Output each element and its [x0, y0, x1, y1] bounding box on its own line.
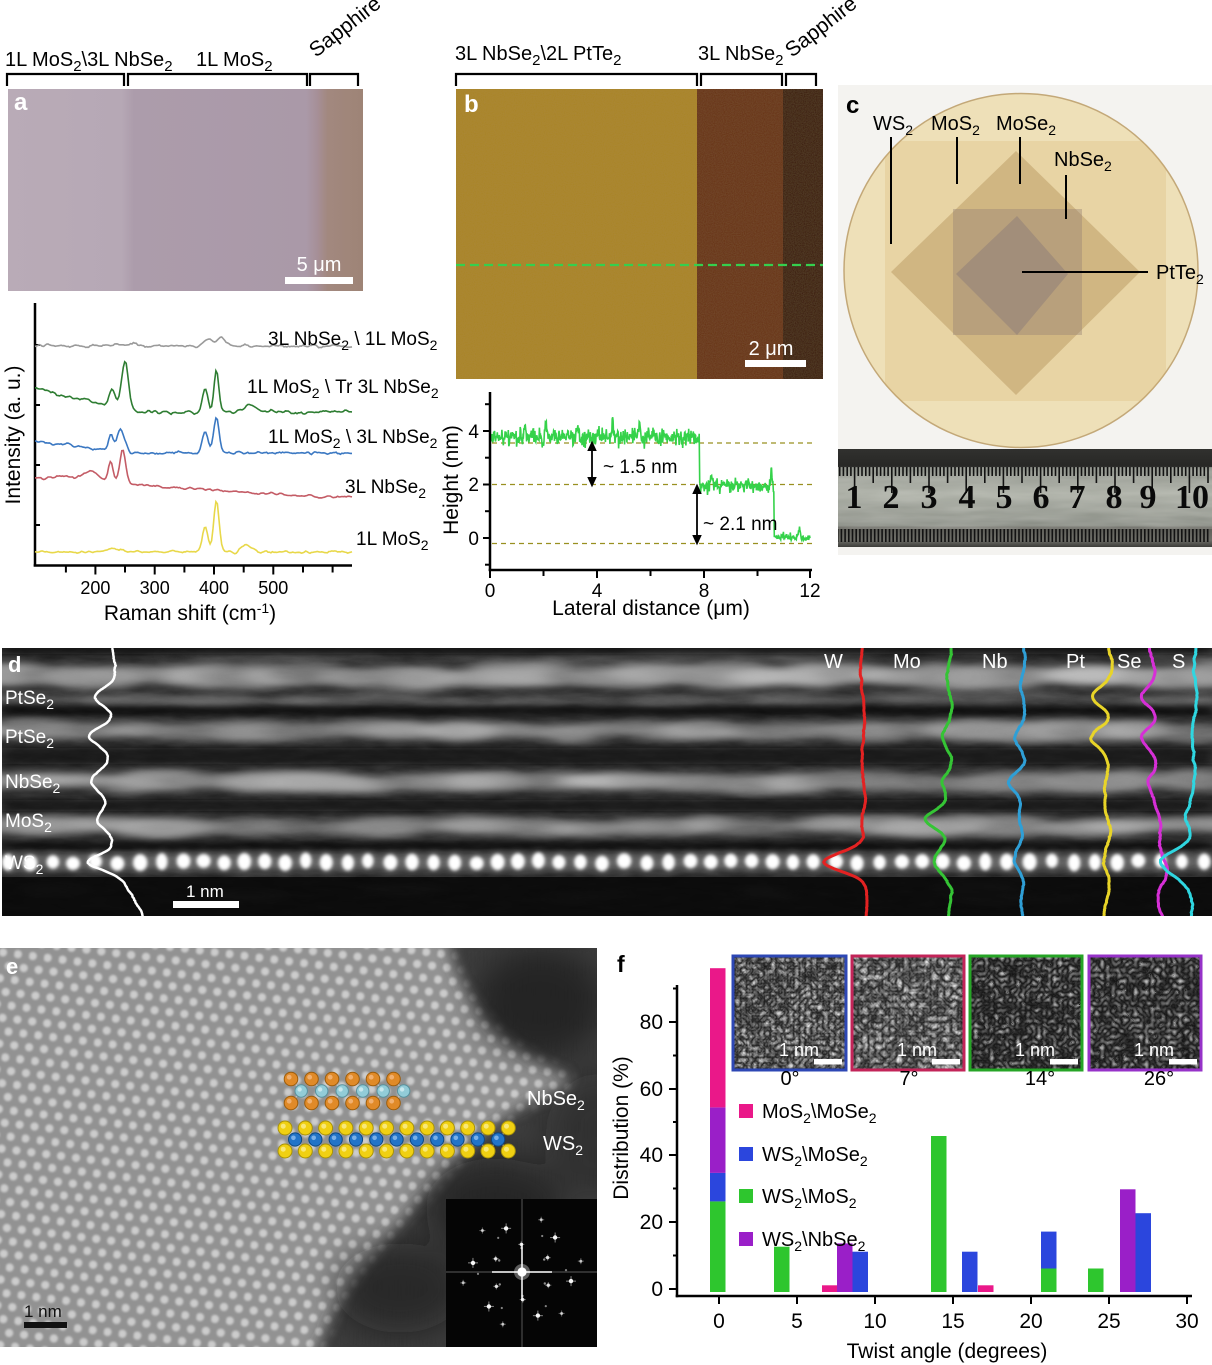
- svg-text:500: 500: [258, 578, 288, 598]
- svg-text:~ 2.1 nm: ~ 2.1 nm: [703, 514, 777, 535]
- svg-text:80: 80: [640, 1011, 663, 1034]
- svg-text:MoSe2: MoSe2: [996, 113, 1056, 138]
- svg-text:PtTe2: PtTe2: [1156, 262, 1204, 287]
- svg-text:NbSe2: NbSe2: [1054, 149, 1112, 174]
- svg-text:3L NbSe2: 3L NbSe2: [698, 43, 783, 69]
- svg-text:10: 10: [863, 1310, 886, 1333]
- svg-text:5 μm: 5 μm: [297, 254, 342, 276]
- svg-text:7: 7: [1069, 479, 1086, 516]
- svg-text:1 nm: 1 nm: [1015, 1040, 1055, 1060]
- svg-text:PtSe2: PtSe2: [5, 688, 54, 712]
- svg-text:15: 15: [941, 1310, 964, 1333]
- svg-text:8: 8: [1106, 479, 1123, 516]
- svg-text:Mo: Mo: [893, 651, 921, 673]
- svg-text:b: b: [464, 91, 479, 118]
- svg-text:NbSe2: NbSe2: [5, 772, 61, 796]
- svg-text:400: 400: [199, 578, 229, 598]
- svg-text:60: 60: [640, 1078, 663, 1101]
- svg-text:~ 1.5 nm: ~ 1.5 nm: [603, 457, 677, 478]
- svg-text:1: 1: [846, 479, 863, 516]
- svg-text:30: 30: [1175, 1310, 1198, 1333]
- svg-text:4: 4: [959, 479, 976, 516]
- svg-text:W: W: [824, 651, 843, 673]
- svg-text:WS2\NbSe2: WS2\NbSe2: [762, 1229, 866, 1254]
- svg-text:1L MoS2 \ 3L NbSe2: 1L MoS2 \ 3L NbSe2: [268, 427, 438, 451]
- svg-text:c: c: [846, 92, 859, 119]
- svg-text:1L MoS2\3L NbSe2: 1L MoS2\3L NbSe2: [5, 49, 173, 75]
- svg-text:4: 4: [592, 581, 603, 602]
- svg-text:e: e: [6, 954, 18, 979]
- svg-text:Pt: Pt: [1066, 651, 1085, 673]
- svg-text:200: 200: [80, 578, 110, 598]
- svg-text:20: 20: [1019, 1310, 1042, 1333]
- svg-text:Height (nm): Height (nm): [440, 425, 463, 535]
- svg-text:MoS2: MoS2: [931, 113, 980, 138]
- svg-text:Raman shift (cm-1): Raman shift (cm-1): [104, 600, 276, 625]
- svg-text:5: 5: [996, 479, 1013, 516]
- svg-text:S: S: [1172, 651, 1185, 673]
- svg-text:WS2\MoS2: WS2\MoS2: [762, 1186, 857, 1211]
- svg-text:Nb: Nb: [982, 651, 1008, 673]
- svg-text:1L MoS2: 1L MoS2: [196, 49, 273, 75]
- svg-text:25: 25: [1097, 1310, 1120, 1333]
- svg-text:3: 3: [921, 479, 938, 516]
- svg-text:Sapphire: Sapphire: [305, 0, 385, 62]
- svg-text:1 nm: 1 nm: [897, 1040, 937, 1060]
- svg-text:6: 6: [1033, 479, 1050, 516]
- svg-text:0: 0: [485, 581, 496, 602]
- svg-text:Twist angle (degrees): Twist angle (degrees): [847, 1340, 1048, 1363]
- svg-text:5: 5: [791, 1310, 803, 1333]
- svg-text:0°: 0°: [780, 1068, 799, 1090]
- svg-text:Lateral distance (μm): Lateral distance (μm): [552, 597, 750, 620]
- svg-text:0: 0: [713, 1310, 725, 1333]
- svg-text:0: 0: [651, 1278, 663, 1301]
- svg-text:40: 40: [640, 1144, 663, 1167]
- svg-text:a: a: [14, 89, 28, 116]
- svg-text:MoS2\MoSe2: MoS2\MoSe2: [762, 1101, 877, 1126]
- svg-text:10: 10: [1175, 479, 1209, 516]
- svg-text:Se: Se: [1117, 651, 1141, 673]
- svg-text:1L MoS2: 1L MoS2: [356, 529, 429, 553]
- svg-text:3L NbSe2: 3L NbSe2: [345, 477, 426, 501]
- svg-text:1 nm: 1 nm: [186, 882, 224, 901]
- svg-text:3L NbSe2 \ 1L MoS2: 3L NbSe2 \ 1L MoS2: [268, 329, 438, 353]
- svg-text:300: 300: [140, 578, 170, 598]
- svg-text:0: 0: [468, 529, 479, 550]
- svg-text:1 nm: 1 nm: [24, 1302, 62, 1321]
- svg-text:3L NbSe2\2L PtTe2: 3L NbSe2\2L PtTe2: [455, 43, 621, 69]
- svg-text:20: 20: [640, 1211, 663, 1234]
- svg-text:PtSe2: PtSe2: [5, 727, 54, 751]
- svg-text:Sapphire: Sapphire: [781, 0, 861, 62]
- svg-text:26°: 26°: [1144, 1068, 1174, 1090]
- svg-text:1 nm: 1 nm: [1134, 1040, 1174, 1060]
- svg-text:8: 8: [699, 581, 710, 602]
- svg-text:NbSe2: NbSe2: [527, 1088, 585, 1113]
- svg-text:f: f: [617, 951, 625, 977]
- svg-text:1 nm: 1 nm: [779, 1040, 819, 1060]
- svg-text:d: d: [8, 652, 21, 677]
- svg-text:WS2\MoSe2: WS2\MoSe2: [762, 1144, 868, 1169]
- svg-text:2 μm: 2 μm: [749, 338, 794, 360]
- svg-text:12: 12: [799, 581, 820, 602]
- svg-text:14°: 14°: [1025, 1068, 1055, 1090]
- svg-text:2: 2: [883, 479, 900, 516]
- svg-text:Distribution (%): Distribution (%): [610, 1056, 633, 1200]
- svg-text:1L MoS2 \ Tr 3L NbSe2: 1L MoS2 \ Tr 3L NbSe2: [247, 377, 439, 401]
- svg-text:9: 9: [1140, 479, 1157, 516]
- svg-text:4: 4: [468, 422, 479, 443]
- svg-text:Intensity (a. u.): Intensity (a. u.): [2, 366, 25, 505]
- svg-text:7°: 7°: [899, 1068, 918, 1090]
- svg-text:2: 2: [468, 475, 479, 496]
